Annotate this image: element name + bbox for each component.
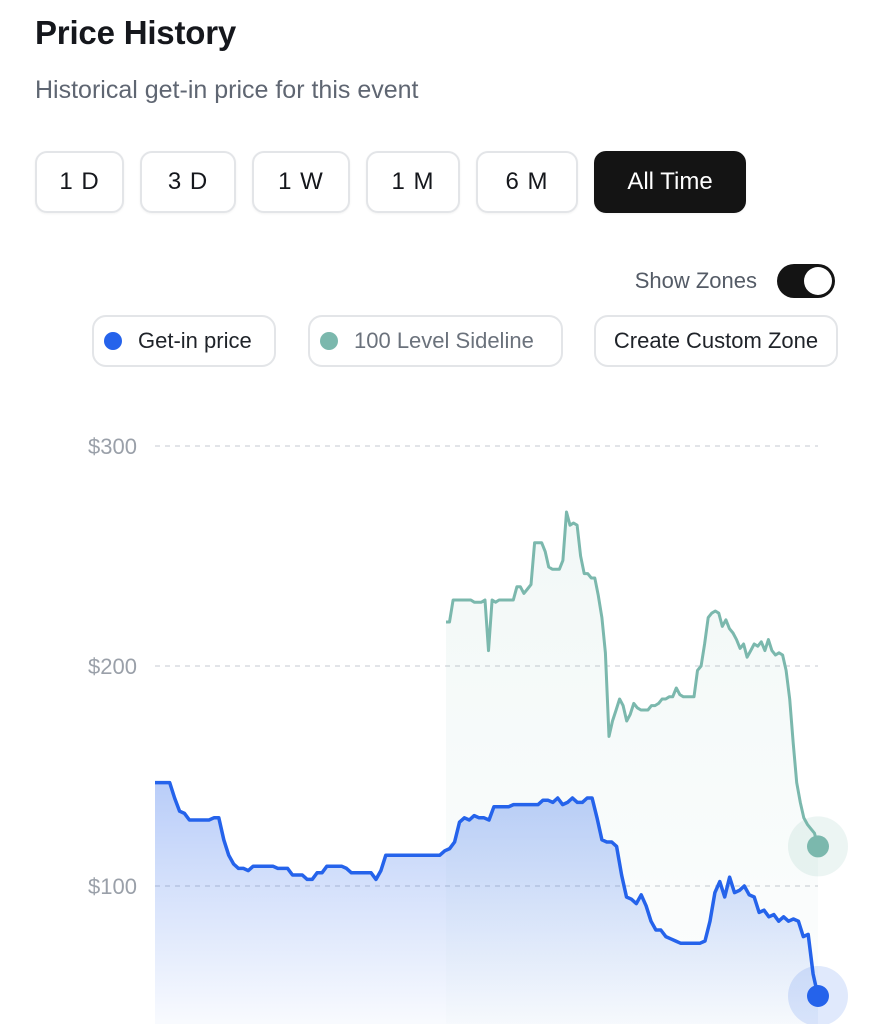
show-zones-toggle[interactable] xyxy=(777,264,835,298)
get-in-price-area xyxy=(155,782,818,1024)
zone-chip-100-level-sideline[interactable]: 100 Level Sideline xyxy=(308,315,563,367)
range-button-6m[interactable]: 6 M xyxy=(476,151,578,213)
range-button-3d[interactable]: 3 D xyxy=(140,151,236,213)
range-button-1d[interactable]: 1 D xyxy=(35,151,124,213)
y-tick-label: $300 xyxy=(88,434,137,459)
range-button-1m[interactable]: 1 M xyxy=(366,151,460,213)
show-zones-row: Show Zones xyxy=(635,264,835,298)
toggle-knob xyxy=(804,267,832,295)
page-subtitle: Historical get-in price for this event xyxy=(35,76,419,104)
zone-chip-label: 100 Level Sideline xyxy=(354,328,534,353)
create-custom-zone-button[interactable]: Create Custom Zone xyxy=(594,315,838,367)
y-tick-label: $200 xyxy=(88,654,137,679)
sideline-series-line xyxy=(446,510,820,847)
zone-chip-get-in-price[interactable]: Get-in price xyxy=(92,315,276,367)
sideline-latest-point[interactable] xyxy=(807,835,829,858)
price-history-chart: $300 $200 $100 xyxy=(88,434,848,1024)
show-zones-label: Show Zones xyxy=(634,268,757,293)
create-custom-zone-label: Create Custom Zone xyxy=(613,328,819,353)
range-button-1w[interactable]: 1 W xyxy=(252,151,350,213)
y-tick-label: $100 xyxy=(88,874,137,899)
get-in-price-latest-point[interactable] xyxy=(807,985,829,1007)
page-title: Price History xyxy=(35,14,236,51)
get-in-price-series-line xyxy=(155,780,820,997)
range-button-all-time[interactable]: All Time xyxy=(594,151,746,213)
get-in-price-dot-icon xyxy=(104,332,122,350)
sideline-dot-icon xyxy=(320,332,338,350)
zone-chip-label: Get-in price xyxy=(138,328,252,353)
